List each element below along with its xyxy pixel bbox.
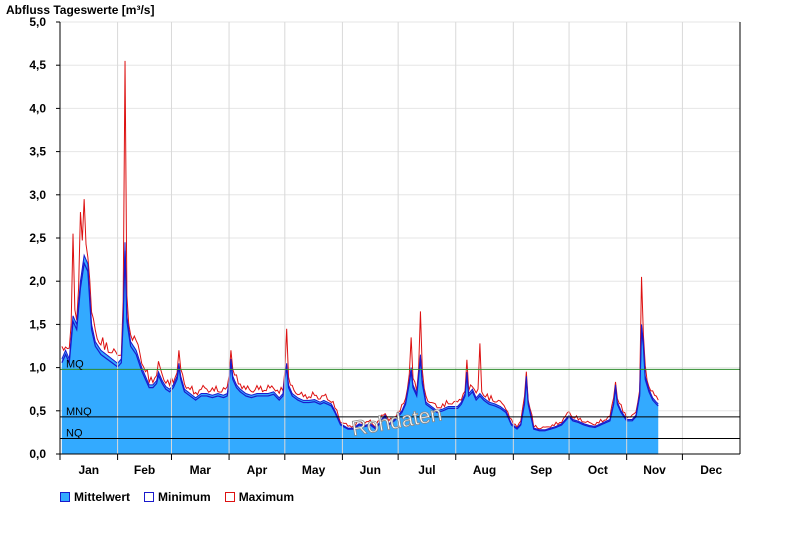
y-tick-label: 3,5 [29,145,46,159]
legend-item-maximum: Maximum [224,490,295,504]
y-tick-label: 2,5 [29,231,46,245]
month-label: Mar [190,463,212,477]
legend-swatch-mean [60,492,70,502]
reference-label-mnq: MNQ [66,406,92,418]
series-mean-area [61,242,659,454]
y-tick-label: 1,5 [29,317,46,331]
legend-swatch-maximum [224,492,235,502]
legend-label-mean: Mittelwert [74,490,131,504]
y-tick-label: 3,0 [29,188,46,202]
y-tick-label: 2,0 [29,274,46,288]
y-tick-label: 0,5 [29,404,46,418]
month-label: Nov [643,463,666,477]
legend-swatch-minimum [144,492,155,502]
month-label: Jul [418,463,435,477]
y-tick-label: 0,0 [29,447,46,461]
legend-item-mean: Mittelwert [60,490,130,504]
legend-label-maximum: Maximum [238,490,295,504]
month-label: Sep [530,463,552,477]
month-label: Feb [134,463,155,477]
y-tick-label: 4,0 [29,101,46,115]
legend-item-minimum: Minimum [144,490,211,504]
month-label: Apr [247,463,268,477]
series-mean-outline [61,242,659,431]
reference-label-nq: NQ [66,427,83,439]
month-label: Dec [700,463,722,477]
legend: Mittelwert Minimum Maximum [60,490,294,504]
series-maximum-line [61,60,659,430]
month-label: May [302,463,326,477]
reference-label-mq: MQ [66,358,84,370]
series-minimum-line [61,250,659,432]
month-label: Jun [360,463,381,477]
month-label: Aug [473,463,496,477]
y-tick-label: 5,0 [29,15,46,29]
month-label: Jan [78,463,99,477]
month-label: Oct [588,463,608,477]
y-tick-label: 1,0 [29,361,46,375]
y-tick-label: 4,5 [29,58,46,72]
chart-title: Abfluss Tageswerte [m³/s] [6,3,155,17]
legend-label-minimum: Minimum [158,490,211,504]
